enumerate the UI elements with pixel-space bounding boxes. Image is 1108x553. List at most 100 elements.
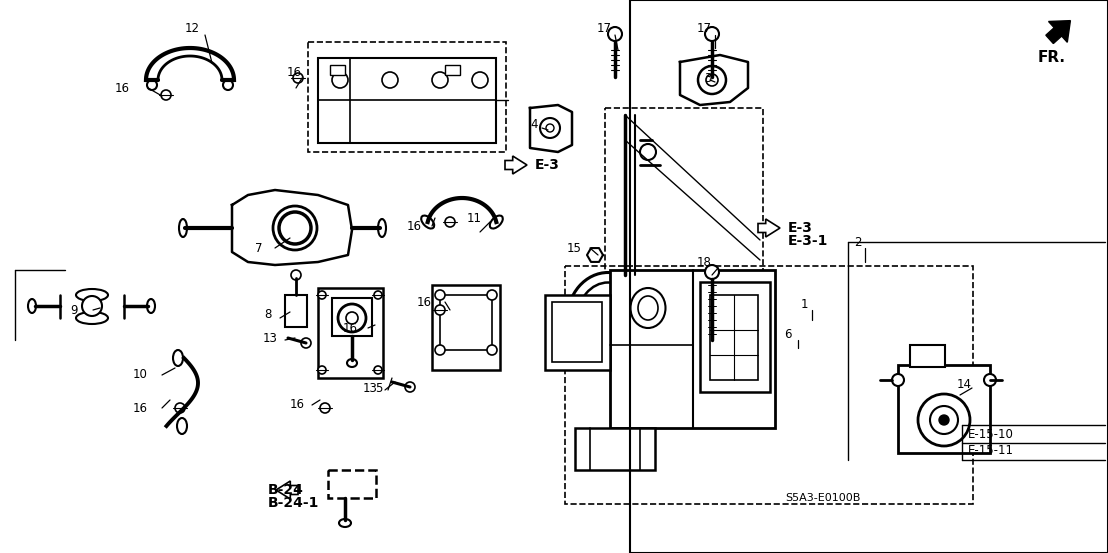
Polygon shape <box>505 156 527 174</box>
Bar <box>575 428 655 470</box>
Text: 16: 16 <box>290 399 305 411</box>
Polygon shape <box>276 481 298 499</box>
Text: E-3: E-3 <box>535 158 560 172</box>
Circle shape <box>919 394 970 446</box>
Text: 15: 15 <box>567 242 582 254</box>
Circle shape <box>435 290 445 300</box>
Text: 16: 16 <box>343 321 358 335</box>
Circle shape <box>608 27 622 41</box>
Circle shape <box>640 144 656 160</box>
Circle shape <box>301 338 311 348</box>
Circle shape <box>147 80 157 90</box>
Bar <box>910 345 945 367</box>
Text: E-15-11: E-15-11 <box>968 445 1014 457</box>
Text: 7: 7 <box>255 242 261 254</box>
Text: 17: 17 <box>597 22 612 34</box>
Text: 4: 4 <box>531 118 538 132</box>
Ellipse shape <box>76 289 107 301</box>
Bar <box>332 298 372 336</box>
Text: 8: 8 <box>265 309 271 321</box>
Text: 16: 16 <box>287 65 302 79</box>
Circle shape <box>930 406 958 434</box>
Bar <box>328 470 376 498</box>
Text: 14: 14 <box>957 378 972 392</box>
Bar <box>545 295 611 370</box>
Ellipse shape <box>347 359 357 367</box>
Ellipse shape <box>638 296 658 320</box>
Bar <box>565 266 973 504</box>
Ellipse shape <box>490 216 503 228</box>
Text: 16: 16 <box>417 295 432 309</box>
Text: E-15-10: E-15-10 <box>968 427 1014 441</box>
Ellipse shape <box>567 273 649 368</box>
Ellipse shape <box>630 288 666 328</box>
Bar <box>710 295 758 380</box>
Bar <box>318 288 383 378</box>
Circle shape <box>984 374 996 386</box>
Text: S5A3-E0100B: S5A3-E0100B <box>784 493 861 503</box>
Text: 6: 6 <box>784 328 792 342</box>
Bar <box>318 58 496 143</box>
Bar <box>700 282 770 392</box>
Circle shape <box>546 124 554 132</box>
Circle shape <box>705 265 719 279</box>
Text: 10: 10 <box>133 368 148 382</box>
Text: E-3-1: E-3-1 <box>788 234 829 248</box>
Ellipse shape <box>339 519 351 527</box>
Text: 9: 9 <box>71 304 78 316</box>
Polygon shape <box>1046 20 1070 44</box>
Text: 16: 16 <box>133 401 148 415</box>
Circle shape <box>291 270 301 280</box>
Ellipse shape <box>378 219 386 237</box>
Circle shape <box>488 345 497 355</box>
Circle shape <box>293 73 302 83</box>
Circle shape <box>375 366 382 374</box>
Bar <box>285 295 307 327</box>
Circle shape <box>938 415 948 425</box>
Circle shape <box>705 27 719 41</box>
Polygon shape <box>758 219 780 237</box>
Circle shape <box>320 403 330 413</box>
Text: 18: 18 <box>697 255 712 269</box>
Ellipse shape <box>594 302 622 337</box>
Bar <box>897 365 991 453</box>
Circle shape <box>291 224 299 232</box>
Circle shape <box>318 366 326 374</box>
Circle shape <box>223 80 233 90</box>
Ellipse shape <box>177 418 187 434</box>
Circle shape <box>375 291 382 299</box>
Bar <box>552 302 602 362</box>
Circle shape <box>318 291 326 299</box>
Circle shape <box>472 72 488 88</box>
Text: E-3: E-3 <box>788 221 813 235</box>
Ellipse shape <box>76 312 107 324</box>
Bar <box>611 270 774 428</box>
Circle shape <box>82 296 102 316</box>
Ellipse shape <box>28 299 35 313</box>
Circle shape <box>175 403 185 413</box>
Bar <box>432 285 500 370</box>
Ellipse shape <box>421 216 434 228</box>
Circle shape <box>382 72 398 88</box>
Circle shape <box>892 374 904 386</box>
Text: 13: 13 <box>363 382 378 394</box>
Circle shape <box>435 345 445 355</box>
Circle shape <box>161 90 171 100</box>
Text: FR.: FR. <box>1038 50 1066 65</box>
Text: 16: 16 <box>115 81 130 95</box>
Circle shape <box>540 118 560 138</box>
Ellipse shape <box>577 283 639 357</box>
Circle shape <box>445 217 455 227</box>
Text: 5: 5 <box>375 382 382 394</box>
Circle shape <box>432 72 448 88</box>
Text: 17: 17 <box>697 22 712 34</box>
Circle shape <box>406 382 416 392</box>
Circle shape <box>279 212 311 244</box>
Circle shape <box>283 216 307 240</box>
Bar <box>308 42 506 152</box>
Circle shape <box>332 72 348 88</box>
Bar <box>440 295 492 350</box>
Text: 2: 2 <box>854 236 862 248</box>
Text: B-24: B-24 <box>268 483 304 497</box>
Circle shape <box>338 304 366 332</box>
